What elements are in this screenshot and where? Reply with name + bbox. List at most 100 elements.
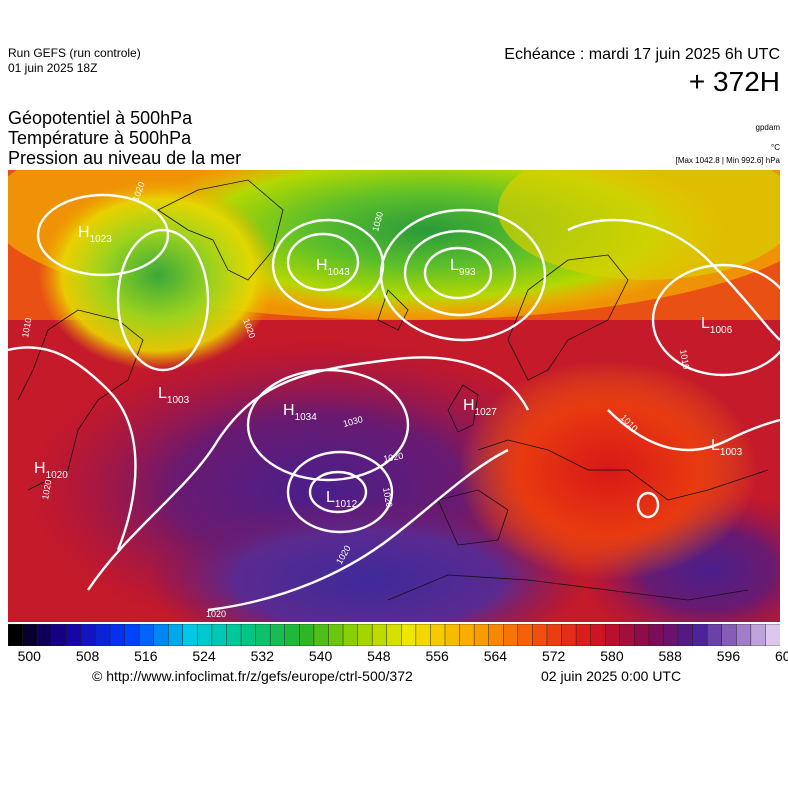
forecast-hour: + 372H bbox=[688, 66, 780, 97]
isobar-low-1012 bbox=[308, 470, 368, 514]
source-url: © http://www.infoclimat.fr/z/gefs/europe… bbox=[92, 668, 413, 684]
run-name: Run GEFS (run controle) bbox=[8, 46, 141, 60]
colorbar-swatch bbox=[124, 624, 140, 646]
colorbar-swatch bbox=[167, 624, 184, 646]
title-temperature: Température à 500hPa bbox=[8, 128, 192, 148]
isobar-1020-main bbox=[87, 356, 530, 591]
colorbar-swatch bbox=[240, 624, 257, 646]
coastline-north-africa bbox=[387, 574, 749, 601]
isobar-label: 1010 bbox=[678, 349, 691, 370]
pressure-high-west: H1020 bbox=[34, 460, 68, 481]
colorbar-swatch bbox=[66, 624, 82, 646]
colorbar-swatch bbox=[313, 624, 330, 646]
colorbar-swatch bbox=[211, 624, 228, 646]
unit-pressure-range: [Max 1042.8 | Min 992.6] hPa bbox=[675, 156, 780, 165]
colorbar-swatch bbox=[765, 624, 780, 646]
isobar-low-993-inner bbox=[423, 246, 493, 300]
run-date: 01 juin 2025 18Z bbox=[8, 61, 98, 75]
issued-time: 02 juin 2025 0:00 UTC bbox=[541, 668, 682, 684]
colorbar-swatch bbox=[619, 624, 636, 646]
pressure-high-atlantic: H1034 bbox=[283, 402, 317, 423]
colorbar-swatch bbox=[721, 624, 738, 646]
isobar-1020-west bbox=[8, 346, 137, 551]
colorbar-swatch bbox=[269, 624, 286, 646]
colorbar bbox=[8, 624, 780, 646]
colorbar-tick-label: 572 bbox=[541, 648, 566, 664]
coastline-scandinavia bbox=[507, 254, 629, 381]
colorbar-tick-labels: 500 508 516 524 532 540 548 556 564 572 580 588 596 6… bbox=[8, 648, 788, 666]
unit-geopotential: gpdam bbox=[755, 123, 780, 132]
colorbar-swatch bbox=[342, 624, 359, 646]
isobar-low-west bbox=[116, 228, 210, 372]
isobar-label: 1010 bbox=[20, 317, 33, 338]
colorbar-swatch bbox=[488, 624, 504, 646]
colorbar-tick-label: 516 bbox=[134, 648, 158, 664]
validity-time: Echéance : mardi 17 juin 2025 6h UTC bbox=[504, 46, 780, 63]
pressure-high-nw: H1023 bbox=[78, 224, 112, 245]
weather-map: H1023 H1043 L993 L1006 H1034 H1027 L1003… bbox=[8, 170, 780, 622]
colorbar-swatch bbox=[357, 624, 373, 646]
colorbar-swatch bbox=[459, 624, 475, 646]
colorbar-swatch bbox=[138, 624, 155, 646]
coastline-mainland-europe bbox=[477, 439, 769, 501]
colorbar-swatch bbox=[677, 624, 694, 646]
colorbar-swatch bbox=[197, 624, 213, 646]
colorbar-swatch bbox=[532, 624, 548, 646]
pressure-low-southeast: L1003 bbox=[711, 437, 743, 458]
pressure-low-russia: L1006 bbox=[701, 315, 733, 336]
colorbar-swatch bbox=[182, 624, 199, 646]
isobar-small-balkan bbox=[636, 491, 660, 519]
coastline-north-america bbox=[17, 309, 144, 491]
colorbar-swatch bbox=[750, 624, 767, 646]
colorbar-swatch bbox=[153, 624, 169, 646]
colorbar-swatch bbox=[561, 624, 577, 646]
colorbar-swatch bbox=[517, 624, 534, 646]
colorbar-tick-label: 556 bbox=[425, 648, 449, 664]
isobar-high-1043 bbox=[271, 218, 385, 312]
coastline-britain bbox=[447, 384, 479, 433]
colorbar-swatch bbox=[109, 624, 126, 646]
isobar-label: 1020 bbox=[40, 479, 53, 500]
colorbar-swatch bbox=[51, 624, 68, 646]
isobar-high-1023 bbox=[36, 193, 170, 277]
isobar-low-1012-outer bbox=[286, 450, 394, 534]
coastline-iberia bbox=[437, 489, 509, 546]
isobar-label: 1020 bbox=[206, 609, 226, 619]
colorbar-tick-label: 500 bbox=[17, 648, 41, 664]
colorbar-tick-label: 580 bbox=[600, 648, 624, 664]
colorbar-swatch bbox=[444, 624, 461, 646]
pressure-low-labrador: L1003 bbox=[158, 385, 190, 406]
colorbar-swatch bbox=[473, 624, 490, 646]
colorbar-swatch bbox=[8, 624, 24, 646]
colorbar-swatch bbox=[371, 624, 388, 646]
colorbar-tick-label: 604 bbox=[775, 648, 788, 664]
isobar-1020-south bbox=[207, 448, 509, 612]
colorbar-tick-label: 508 bbox=[75, 648, 100, 664]
coastline-greenland bbox=[157, 179, 284, 281]
colorbar-swatch bbox=[706, 624, 723, 646]
colorbar-tick-label: 524 bbox=[192, 648, 216, 664]
colorbar-tick-label: 588 bbox=[658, 648, 682, 664]
colorbar-swatch bbox=[634, 624, 650, 646]
pressure-low-norwegian-sea: L993 bbox=[450, 257, 476, 278]
colorbar-swatch bbox=[328, 624, 344, 646]
colorbar-swatch bbox=[604, 624, 621, 646]
colorbar-tick-label: 596 bbox=[716, 648, 741, 664]
coastline-iceland bbox=[377, 289, 409, 331]
unit-temperature: °C bbox=[771, 143, 780, 152]
colorbar-swatch bbox=[503, 624, 519, 646]
pressure-low-azores: L1012 bbox=[326, 489, 358, 510]
colorbar-swatch bbox=[95, 624, 111, 646]
title-pressure: Pression au niveau de la mer bbox=[8, 148, 242, 168]
isobar-high-1043-inner bbox=[286, 232, 360, 292]
colorbar-swatch bbox=[80, 624, 97, 646]
colorbar-swatch bbox=[386, 624, 403, 646]
colorbar-swatch bbox=[284, 624, 301, 646]
isobar-low-993-mid bbox=[403, 229, 517, 317]
colorbar-swatch bbox=[590, 624, 606, 646]
pressure-high-europe: H1027 bbox=[463, 397, 497, 418]
colorbar-tick-label: 564 bbox=[483, 648, 508, 664]
colorbar-swatch bbox=[415, 624, 432, 646]
colorbar-swatch bbox=[226, 624, 242, 646]
colorbar-swatch bbox=[648, 624, 665, 646]
